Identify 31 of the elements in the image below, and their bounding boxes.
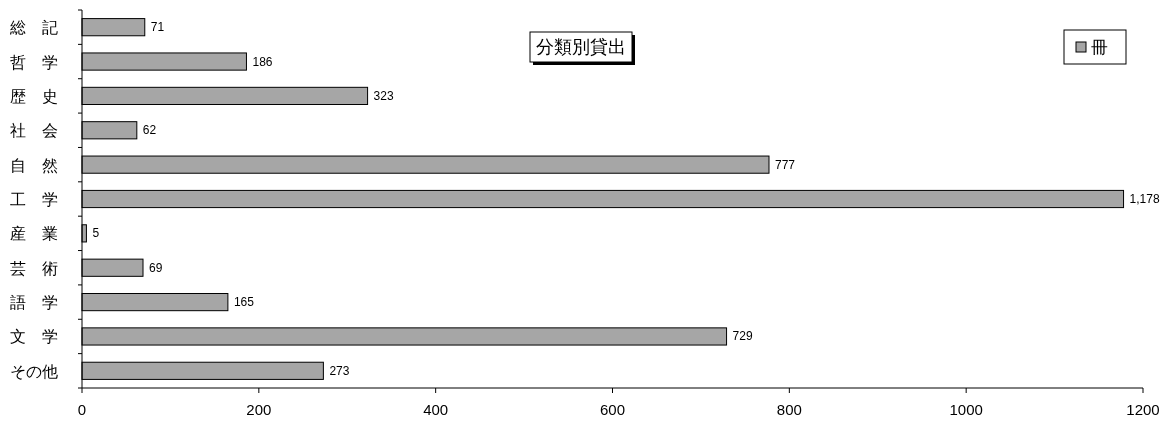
- data-label: 62: [142, 123, 157, 138]
- legend-label: 冊: [1091, 38, 1108, 57]
- y-tick-label: 哲 学: [10, 53, 58, 71]
- y-tick-label: 文 学: [10, 328, 58, 346]
- data-label: 1,178: [1129, 192, 1160, 206]
- data-label: 186: [252, 54, 273, 69]
- x-tick-label: 400: [423, 401, 449, 418]
- text: 分類別貸出: [536, 37, 626, 57]
- x-tick-label: 800: [776, 401, 802, 418]
- x-tick-label: 0: [77, 401, 87, 418]
- data-label: 729: [732, 329, 753, 344]
- y-tick-label: 総 記: [9, 19, 58, 37]
- x-tick-label: 1000: [949, 401, 983, 418]
- y-tick-label: 自 然: [10, 156, 58, 174]
- y-tick-label: 歴 史: [10, 87, 58, 105]
- x-tick-label: 1200: [1126, 401, 1160, 418]
- y-tick-label: 社 会: [10, 122, 58, 140]
- y-tick-label: 語 学: [10, 294, 58, 312]
- data-label: 71: [150, 20, 165, 35]
- data-label: 777: [775, 157, 796, 172]
- x-tick-label: 600: [599, 401, 626, 418]
- data-label: 323: [373, 88, 394, 103]
- y-tick-label: 産 業: [10, 225, 58, 243]
- data-label: 165: [233, 295, 255, 310]
- data-label: 69: [149, 260, 163, 275]
- y-tick-label: 芸 術: [10, 259, 58, 277]
- y-tick-label: その他: [10, 362, 58, 380]
- data-label: 273: [329, 363, 350, 378]
- data-label: 5: [92, 226, 100, 241]
- x-tick-label: 200: [246, 401, 272, 418]
- y-tick-label: 工 学: [10, 191, 58, 208]
